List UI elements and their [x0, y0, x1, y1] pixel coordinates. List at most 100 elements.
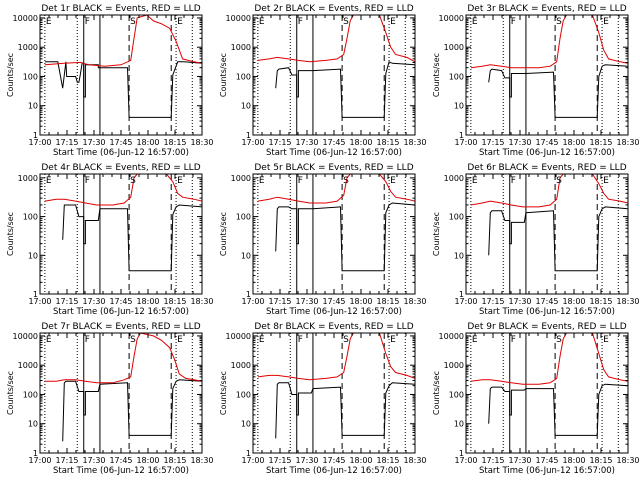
- panel-title: Det 8r BLACK = Events, RED = LLD: [254, 322, 413, 332]
- event-label: S: [556, 176, 562, 186]
- y-tick-label: 1: [459, 290, 464, 299]
- y-tick-label: 100: [449, 213, 464, 222]
- panel-title: Det 7r BLACK = Events, RED = LLD: [41, 322, 200, 332]
- y-tick-label: 10000: [439, 332, 464, 341]
- event-label: E: [177, 17, 183, 27]
- event-label: F: [511, 335, 516, 345]
- x-tick-label: 18:00: [349, 456, 372, 465]
- event-label: E: [46, 176, 52, 186]
- x-tick-label: 17:00: [454, 297, 477, 306]
- y-tick-label: 10000: [13, 14, 38, 23]
- panel-series-group: [257, 15, 415, 118]
- x-tick-label: 18:15: [589, 138, 612, 147]
- event-label: F: [85, 17, 90, 27]
- panel-title: Det 5r BLACK = Events, RED = LLD: [254, 163, 413, 173]
- x-tick-label: 18:30: [190, 456, 213, 465]
- y-axis-label: Counts/sec: [432, 53, 441, 97]
- event-label: E: [472, 335, 478, 345]
- panel-frame: [465, 173, 629, 295]
- y-tick-label: 100: [449, 390, 464, 399]
- panel-frame: [465, 14, 629, 136]
- x-tick-label: 17:15: [55, 456, 78, 465]
- lld-series-line: [257, 15, 415, 63]
- x-axis-label: Start Time (06-Jun-12 16:57:00): [266, 148, 402, 158]
- x-tick-label: 17:15: [55, 297, 78, 306]
- x-tick-label: 18:15: [589, 297, 612, 306]
- x-tick-label: 18:30: [403, 456, 426, 465]
- y-tick-label: 1: [246, 131, 251, 140]
- detector-panel-1: Det 1r BLACK = Events, RED = LLD E F S E 1 10 1…: [6, 4, 214, 158]
- y-tick-label: 10: [241, 102, 251, 111]
- y-tick-label: 1: [459, 131, 464, 140]
- x-axis-label: Start Time (06-Jun-12 16:57:00): [479, 307, 615, 317]
- event-label: E: [259, 176, 265, 186]
- x-tick-label: 17:15: [55, 138, 78, 147]
- event-label: S: [130, 17, 136, 27]
- events-series-line: [44, 61, 202, 118]
- x-tick-label: 17:30: [508, 456, 531, 465]
- y-tick-label: 100: [23, 72, 38, 81]
- x-tick-label: 17:15: [481, 297, 504, 306]
- panel-series-group: [44, 333, 202, 442]
- x-tick-label: 18:30: [403, 297, 426, 306]
- y-axis-label: Counts/sec: [6, 371, 15, 415]
- y-tick-label: 10000: [226, 332, 251, 341]
- x-tick-label: 17:45: [322, 138, 345, 147]
- y-tick-label: 10: [454, 102, 464, 111]
- y-tick-label: 1: [459, 449, 464, 458]
- x-tick-label: 17:00: [28, 138, 51, 147]
- x-axis-label: Start Time (06-Jun-12 16:57:00): [479, 466, 615, 476]
- detector-panel-5: Det 5r BLACK = Events, RED = LLD E F S E 1 10 1…: [219, 163, 427, 317]
- x-tick-label: 17:45: [109, 297, 132, 306]
- lld-series-line: [44, 15, 202, 67]
- panel-title: Det 2r BLACK = Events, RED = LLD: [254, 4, 413, 14]
- x-tick-label: 17:30: [295, 138, 318, 147]
- x-tick-label: 17:15: [268, 297, 291, 306]
- x-tick-label: 17:30: [508, 138, 531, 147]
- x-axis-label: Start Time (06-Jun-12 16:57:00): [53, 148, 189, 158]
- x-tick-label: 18:00: [562, 297, 585, 306]
- x-tick-label: 17:00: [454, 138, 477, 147]
- x-tick-label: 17:45: [322, 297, 345, 306]
- lld-series-line: [470, 333, 628, 385]
- event-label: E: [390, 176, 396, 186]
- x-tick-label: 18:00: [562, 456, 585, 465]
- panel-title: Det 4r BLACK = Events, RED = LLD: [41, 163, 200, 173]
- x-tick-label: 17:30: [82, 138, 105, 147]
- x-tick-label: 18:15: [376, 138, 399, 147]
- x-tick-label: 17:30: [295, 456, 318, 465]
- x-tick-label: 17:30: [82, 297, 105, 306]
- x-tick-label: 17:00: [241, 456, 264, 465]
- event-label: S: [343, 17, 349, 27]
- y-tick-label: 10: [454, 251, 464, 260]
- events-series-line: [275, 202, 415, 272]
- y-axis-label: Counts/sec: [6, 53, 15, 97]
- y-tick-label: 10000: [439, 14, 464, 23]
- x-tick-label: 17:45: [109, 456, 132, 465]
- events-series-line: [275, 61, 415, 118]
- events-series-line: [488, 206, 628, 272]
- detector-panel-7: Det 7r BLACK = Events, RED = LLD E F S E 1 10 1…: [6, 322, 214, 476]
- events-series-line: [275, 382, 415, 439]
- x-tick-label: 18:15: [376, 456, 399, 465]
- panel-series-group: [257, 333, 415, 439]
- y-tick-label: 1: [246, 290, 251, 299]
- event-label: E: [472, 17, 478, 27]
- event-label: F: [511, 176, 516, 186]
- event-label: E: [603, 176, 609, 186]
- x-tick-label: 18:00: [136, 138, 159, 147]
- x-tick-label: 17:00: [241, 138, 264, 147]
- y-axis-label: Counts/sec: [432, 212, 441, 256]
- y-tick-label: 10000: [226, 14, 251, 23]
- event-label: E: [177, 176, 183, 186]
- y-axis-label: Counts/sec: [432, 371, 441, 415]
- event-label: F: [85, 176, 90, 186]
- y-tick-label: 100: [236, 390, 251, 399]
- x-tick-label: 17:45: [535, 297, 558, 306]
- event-label: E: [390, 17, 396, 27]
- y-tick-label: 10000: [13, 332, 38, 341]
- x-tick-label: 17:15: [481, 138, 504, 147]
- y-tick-label: 1000: [18, 43, 38, 52]
- y-tick-label: 1: [33, 449, 38, 458]
- event-label: E: [259, 335, 265, 345]
